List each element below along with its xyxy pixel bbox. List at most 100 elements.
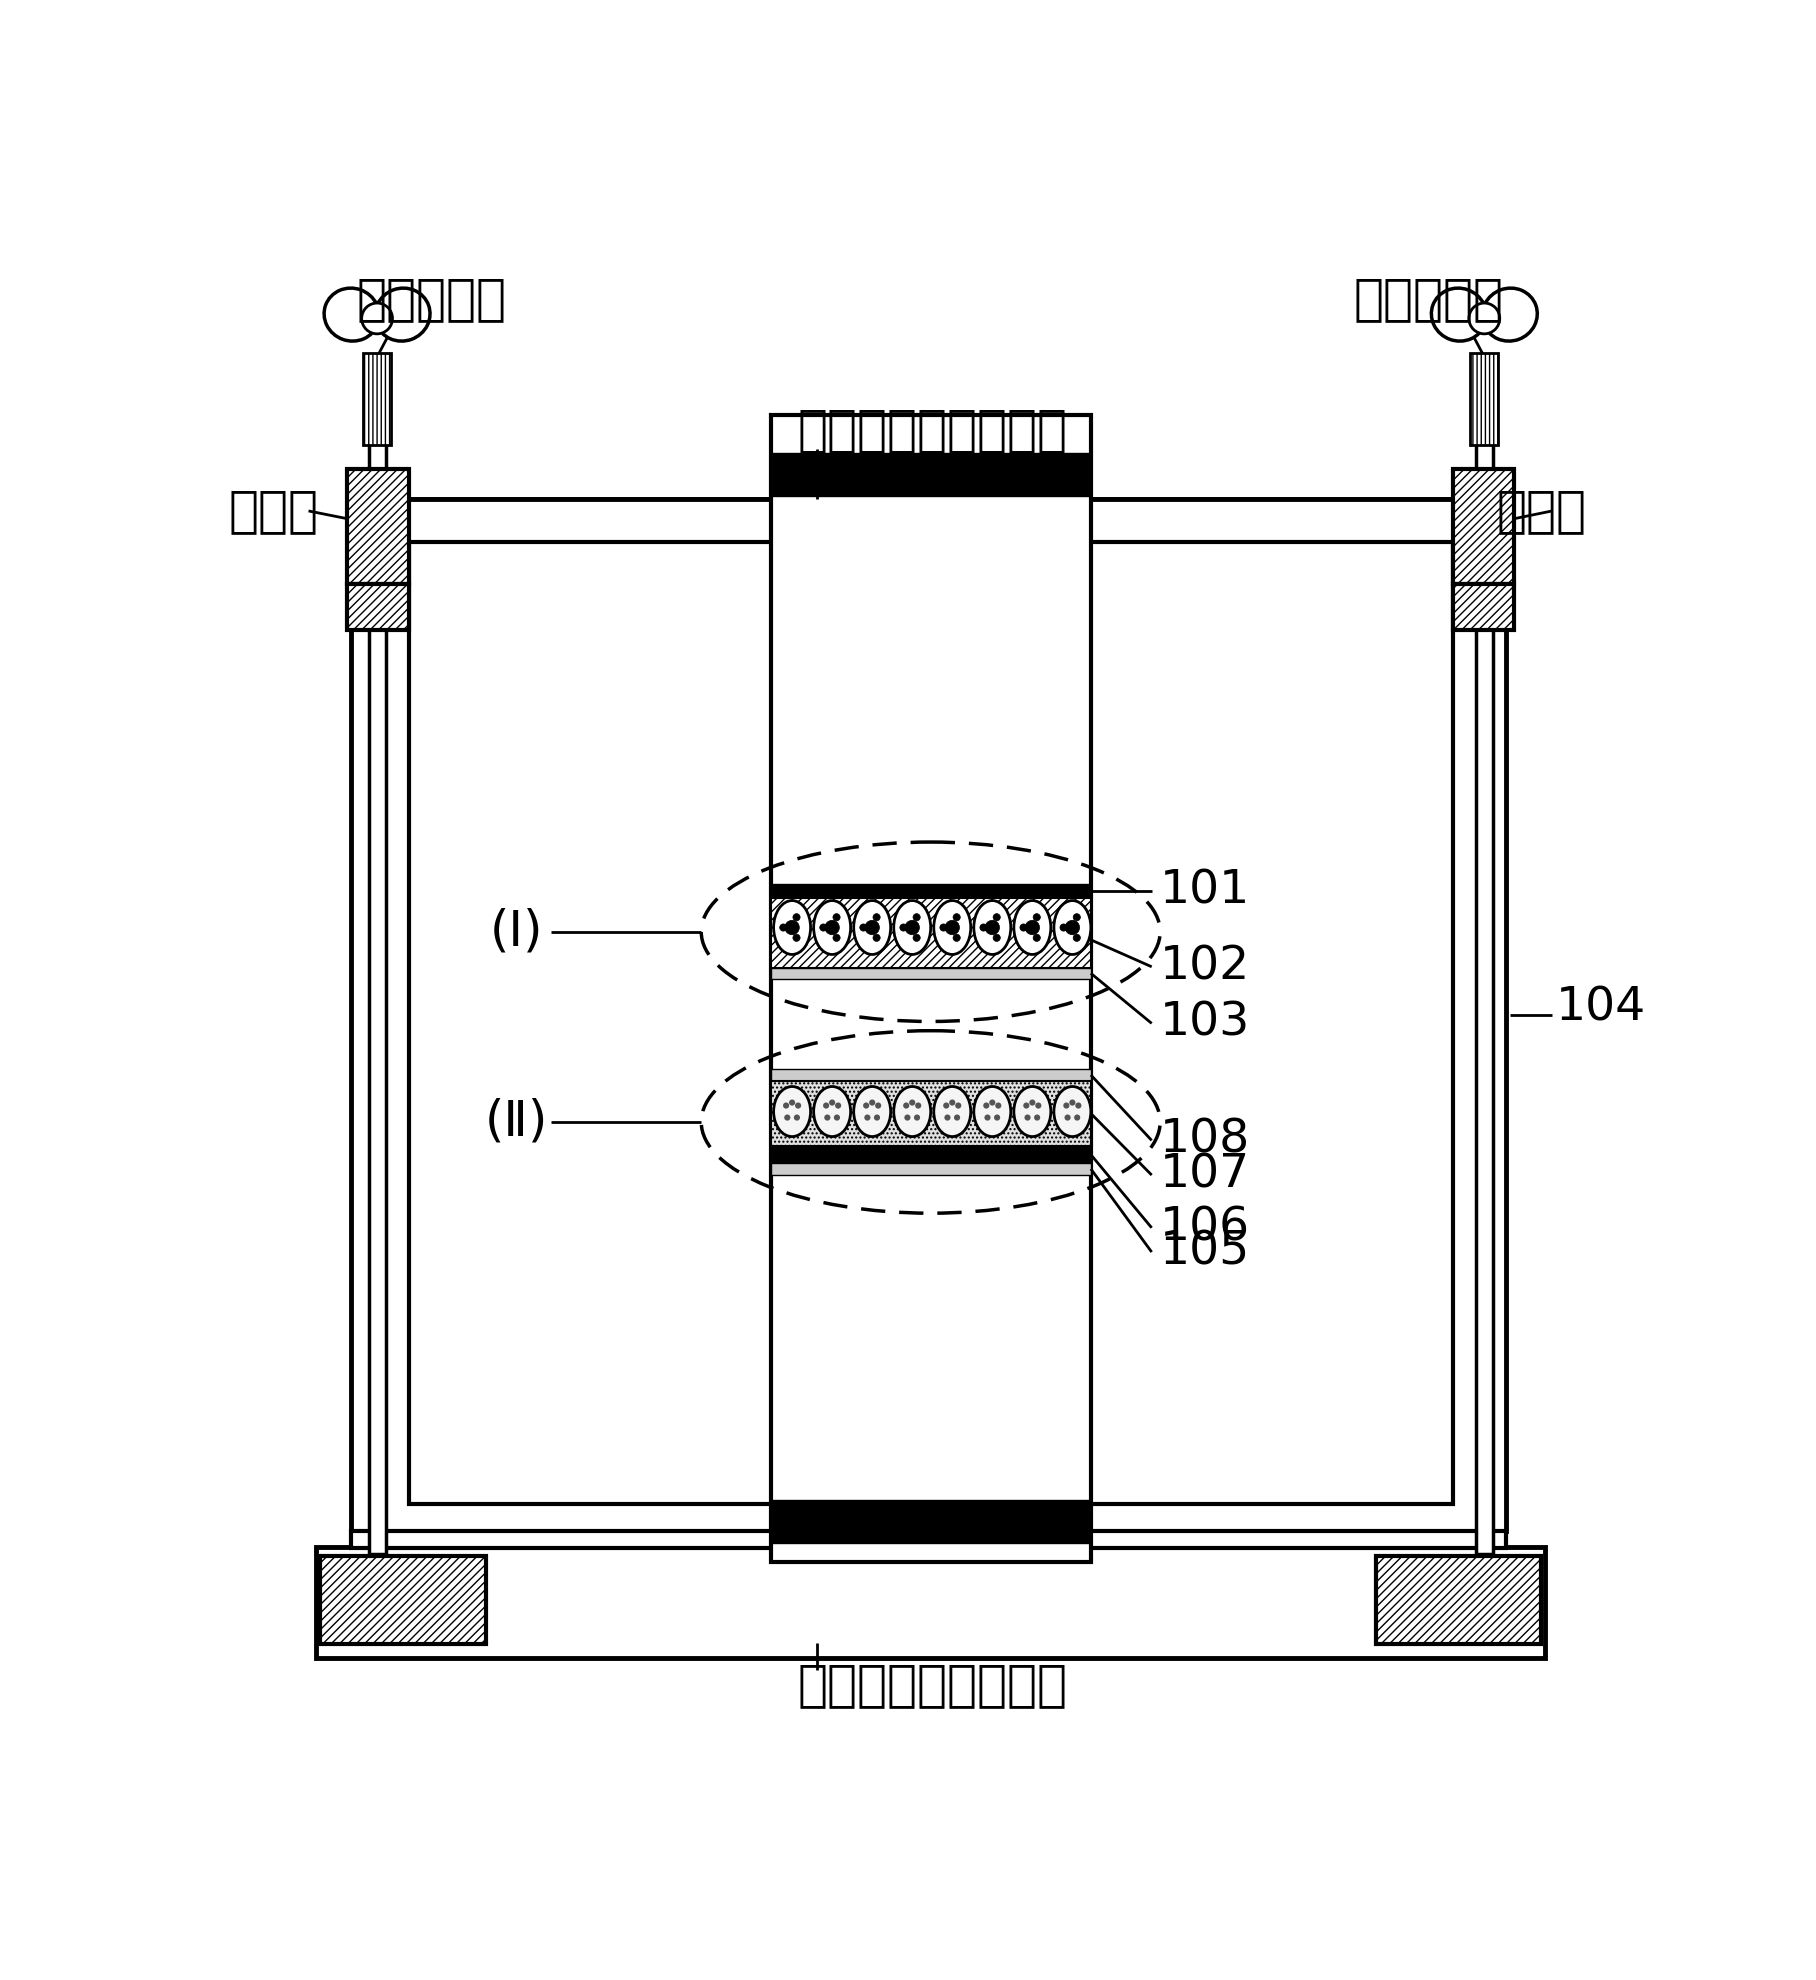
Bar xyxy=(1453,584,1515,630)
Circle shape xyxy=(834,935,841,940)
Circle shape xyxy=(830,1099,835,1105)
Circle shape xyxy=(950,1099,955,1105)
Circle shape xyxy=(1469,303,1500,335)
Ellipse shape xyxy=(1053,1087,1091,1137)
Circle shape xyxy=(913,1115,921,1121)
Bar xyxy=(369,376,385,1554)
Bar xyxy=(1471,352,1498,446)
Ellipse shape xyxy=(973,901,1012,954)
Bar xyxy=(770,885,1091,899)
Ellipse shape xyxy=(1013,1087,1051,1137)
Circle shape xyxy=(788,1099,795,1105)
Circle shape xyxy=(1064,1103,1070,1109)
Bar xyxy=(770,453,1091,495)
Text: 负极端子兼按压模具: 负极端子兼按压模具 xyxy=(797,1661,1068,1709)
Circle shape xyxy=(913,913,921,921)
Bar xyxy=(350,499,1505,543)
Circle shape xyxy=(953,913,961,921)
Circle shape xyxy=(870,1099,875,1105)
Circle shape xyxy=(904,1115,910,1121)
Bar xyxy=(1476,376,1493,1554)
Text: 103: 103 xyxy=(1159,1000,1249,1045)
Circle shape xyxy=(944,1115,950,1121)
Circle shape xyxy=(953,1115,961,1121)
Bar xyxy=(350,1531,1505,1548)
Circle shape xyxy=(834,913,841,921)
Ellipse shape xyxy=(814,1087,850,1137)
Circle shape xyxy=(1024,1115,1031,1121)
Ellipse shape xyxy=(854,901,890,954)
Circle shape xyxy=(990,1099,995,1105)
Bar xyxy=(770,1069,1091,1081)
Circle shape xyxy=(915,1103,921,1109)
Circle shape xyxy=(1073,913,1081,921)
Bar xyxy=(363,352,390,446)
Circle shape xyxy=(783,1103,790,1109)
Text: 107: 107 xyxy=(1159,1152,1249,1198)
Text: 绶缘管: 绶缘管 xyxy=(229,487,320,535)
Circle shape xyxy=(953,935,961,940)
Circle shape xyxy=(794,913,801,921)
Circle shape xyxy=(903,1103,910,1109)
Circle shape xyxy=(779,925,786,931)
Text: 正极端子兼按压模具: 正极端子兼按压模具 xyxy=(797,406,1068,453)
Ellipse shape xyxy=(1431,289,1487,341)
Circle shape xyxy=(824,921,839,935)
Circle shape xyxy=(873,913,881,921)
Circle shape xyxy=(910,1099,915,1105)
Circle shape xyxy=(1033,935,1041,940)
Ellipse shape xyxy=(893,1087,932,1137)
Circle shape xyxy=(795,1103,801,1109)
Text: 106: 106 xyxy=(1159,1206,1249,1249)
Bar xyxy=(347,584,409,630)
Bar xyxy=(316,1546,1545,1657)
Circle shape xyxy=(863,1103,870,1109)
Circle shape xyxy=(982,1103,990,1109)
Circle shape xyxy=(899,925,906,931)
Text: (Ⅰ): (Ⅰ) xyxy=(490,907,543,956)
Circle shape xyxy=(1033,1115,1041,1121)
Circle shape xyxy=(835,1103,841,1109)
Bar xyxy=(770,1146,1091,1162)
Ellipse shape xyxy=(814,901,850,954)
Circle shape xyxy=(944,921,959,935)
Text: 105: 105 xyxy=(1159,1230,1249,1275)
Circle shape xyxy=(995,1103,1001,1109)
Bar xyxy=(1377,1556,1542,1643)
Text: 螺钉、螺母: 螺钉、螺母 xyxy=(1355,275,1504,323)
Circle shape xyxy=(873,935,881,940)
Circle shape xyxy=(1030,1099,1035,1105)
Ellipse shape xyxy=(933,901,972,954)
Circle shape xyxy=(824,1115,830,1121)
Circle shape xyxy=(1026,921,1039,935)
Bar xyxy=(770,1501,1091,1542)
Circle shape xyxy=(993,913,1001,921)
Circle shape xyxy=(913,935,921,940)
Circle shape xyxy=(984,1115,990,1121)
Bar xyxy=(770,1081,1091,1146)
Bar xyxy=(350,499,1505,1531)
Ellipse shape xyxy=(1013,901,1051,954)
Bar xyxy=(320,1556,485,1643)
Bar xyxy=(770,899,1091,968)
Bar xyxy=(770,1162,1091,1174)
Ellipse shape xyxy=(774,901,810,954)
Ellipse shape xyxy=(933,1087,972,1137)
Text: 螺钉、螺母: 螺钉、螺母 xyxy=(356,275,507,323)
Circle shape xyxy=(794,1115,801,1121)
Circle shape xyxy=(794,935,801,940)
Circle shape xyxy=(864,1115,870,1121)
Ellipse shape xyxy=(1482,289,1538,341)
Bar xyxy=(770,414,1091,1562)
Circle shape xyxy=(984,921,999,935)
Circle shape xyxy=(785,1115,790,1121)
Circle shape xyxy=(1033,913,1041,921)
Text: 绶缘管: 绶缘管 xyxy=(1496,487,1587,535)
Circle shape xyxy=(993,935,1001,940)
Circle shape xyxy=(904,921,919,935)
Bar xyxy=(1453,469,1515,584)
Circle shape xyxy=(943,1103,950,1109)
Circle shape xyxy=(1070,1099,1075,1105)
Circle shape xyxy=(1075,1103,1082,1109)
Circle shape xyxy=(1022,1103,1030,1109)
